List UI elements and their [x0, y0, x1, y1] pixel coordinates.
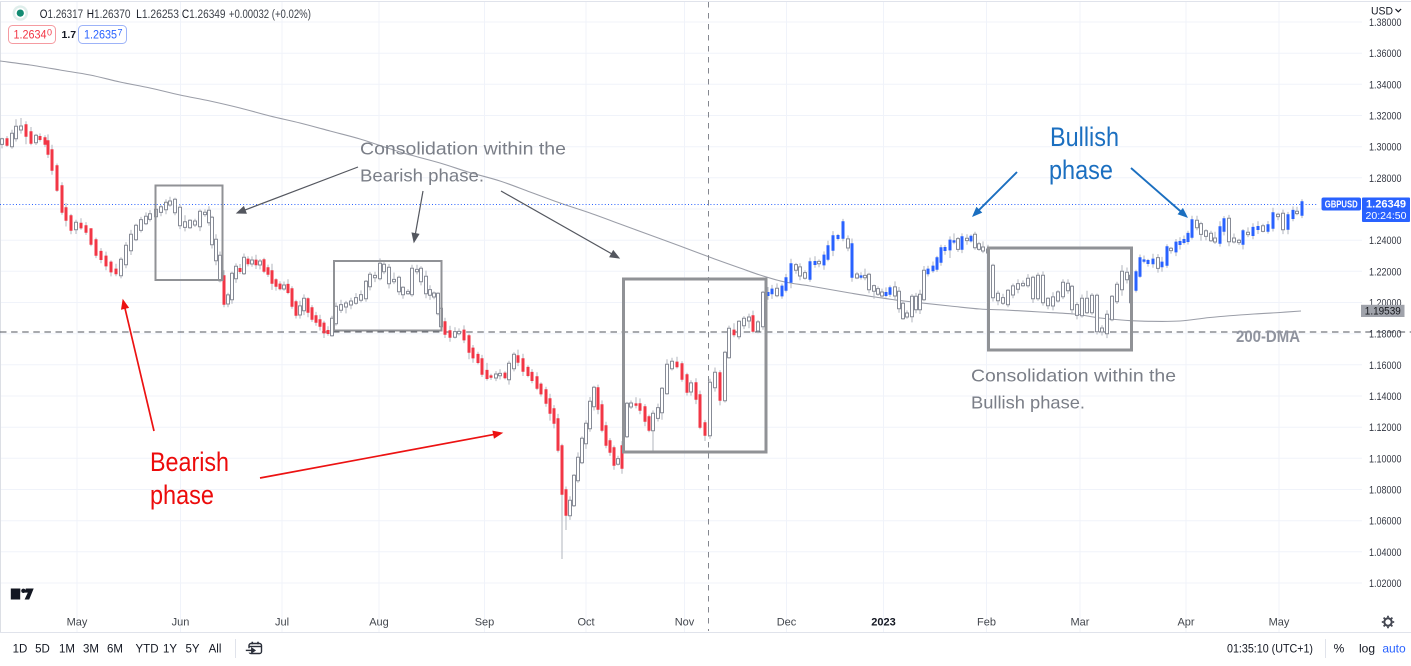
svg-text:1.28000: 1.28000	[1369, 173, 1402, 185]
svg-text:5Y: 5Y	[185, 644, 199, 656]
svg-text:01:35:10 (UTC+1): 01:35:10 (UTC+1)	[1227, 642, 1313, 656]
svg-text:1.2634: 1.2634	[14, 28, 47, 42]
svg-text:O1.26317: O1.26317	[40, 9, 83, 21]
svg-text:Sep: Sep	[475, 617, 495, 629]
svg-text:Feb: Feb	[977, 617, 996, 629]
svg-text:1.04000: 1.04000	[1369, 547, 1402, 559]
svg-text:1.18000: 1.18000	[1369, 329, 1402, 341]
svg-text:%: %	[1334, 642, 1345, 656]
svg-text:1.06000: 1.06000	[1369, 516, 1402, 528]
svg-text:1.14000: 1.14000	[1369, 391, 1402, 403]
svg-text:Dec: Dec	[777, 617, 797, 629]
svg-text:1.08000: 1.08000	[1369, 485, 1402, 497]
svg-text:+0.00032 (+0.02%): +0.00032 (+0.02%)	[229, 9, 311, 21]
svg-text:Bullish: Bullish	[1050, 122, 1119, 152]
svg-text:1.7: 1.7	[62, 29, 77, 41]
svg-text:Consolidation within the: Consolidation within the	[971, 366, 1176, 386]
svg-text:1.12000: 1.12000	[1369, 422, 1402, 434]
svg-text:Aug: Aug	[369, 617, 389, 629]
svg-text:1.24000: 1.24000	[1369, 235, 1402, 247]
svg-text:1.30000: 1.30000	[1369, 142, 1402, 154]
svg-text:6M: 6M	[107, 644, 123, 656]
svg-text:1Y: 1Y	[163, 644, 177, 656]
svg-text:auto: auto	[1382, 642, 1406, 656]
svg-text:1M: 1M	[59, 644, 75, 656]
svg-text:May: May	[1269, 617, 1290, 629]
svg-text:7: 7	[118, 28, 123, 38]
svg-text:1.32000: 1.32000	[1369, 111, 1402, 123]
svg-text:phase: phase	[1049, 155, 1113, 185]
svg-text:3M: 3M	[83, 644, 99, 656]
svg-text:YTD: YTD	[136, 644, 159, 656]
svg-text:1.2635: 1.2635	[84, 28, 117, 42]
svg-text:2023: 2023	[871, 617, 895, 629]
svg-text:200-DMA: 200-DMA	[1236, 328, 1300, 346]
svg-text:USD: USD	[1371, 6, 1393, 18]
svg-text:20:24:50: 20:24:50	[1366, 210, 1407, 222]
svg-text:Consolidation within the: Consolidation within the	[360, 139, 566, 159]
svg-text:1D: 1D	[13, 644, 28, 656]
svg-text:Apr: Apr	[1177, 617, 1194, 629]
svg-text:L1.26253: L1.26253	[136, 9, 179, 21]
svg-text:Mar: Mar	[1071, 617, 1090, 629]
svg-text:1.16000: 1.16000	[1369, 360, 1402, 372]
svg-text:GBPUSD: GBPUSD	[1325, 199, 1358, 210]
svg-text:Bearish: Bearish	[150, 447, 229, 477]
svg-text:5D: 5D	[35, 644, 50, 656]
svg-text:1.19539: 1.19539	[1365, 306, 1401, 318]
svg-text:Oct: Oct	[577, 617, 594, 629]
svg-text:All: All	[209, 644, 222, 656]
svg-text:1.22000: 1.22000	[1369, 266, 1402, 278]
svg-text:Bullish phase.: Bullish phase.	[971, 393, 1085, 413]
svg-text:Bearish phase.: Bearish phase.	[360, 166, 484, 186]
svg-text:1.36000: 1.36000	[1369, 48, 1402, 60]
svg-text:Jun: Jun	[172, 617, 190, 629]
svg-text:H1.26370: H1.26370	[87, 9, 131, 21]
svg-text:1.26349: 1.26349	[1366, 198, 1406, 210]
svg-text:1.10000: 1.10000	[1369, 453, 1402, 465]
svg-text:Nov: Nov	[675, 617, 695, 629]
svg-text:Jul: Jul	[275, 617, 289, 629]
svg-text:log: log	[1359, 642, 1375, 656]
svg-text:C1.26349: C1.26349	[182, 9, 226, 21]
svg-text:1.38000: 1.38000	[1369, 17, 1402, 29]
svg-text:0: 0	[47, 28, 52, 38]
svg-text:May: May	[67, 617, 88, 629]
svg-text:1.02000: 1.02000	[1369, 578, 1402, 590]
svg-text:phase: phase	[150, 480, 214, 510]
svg-text:1.34000: 1.34000	[1369, 79, 1402, 91]
